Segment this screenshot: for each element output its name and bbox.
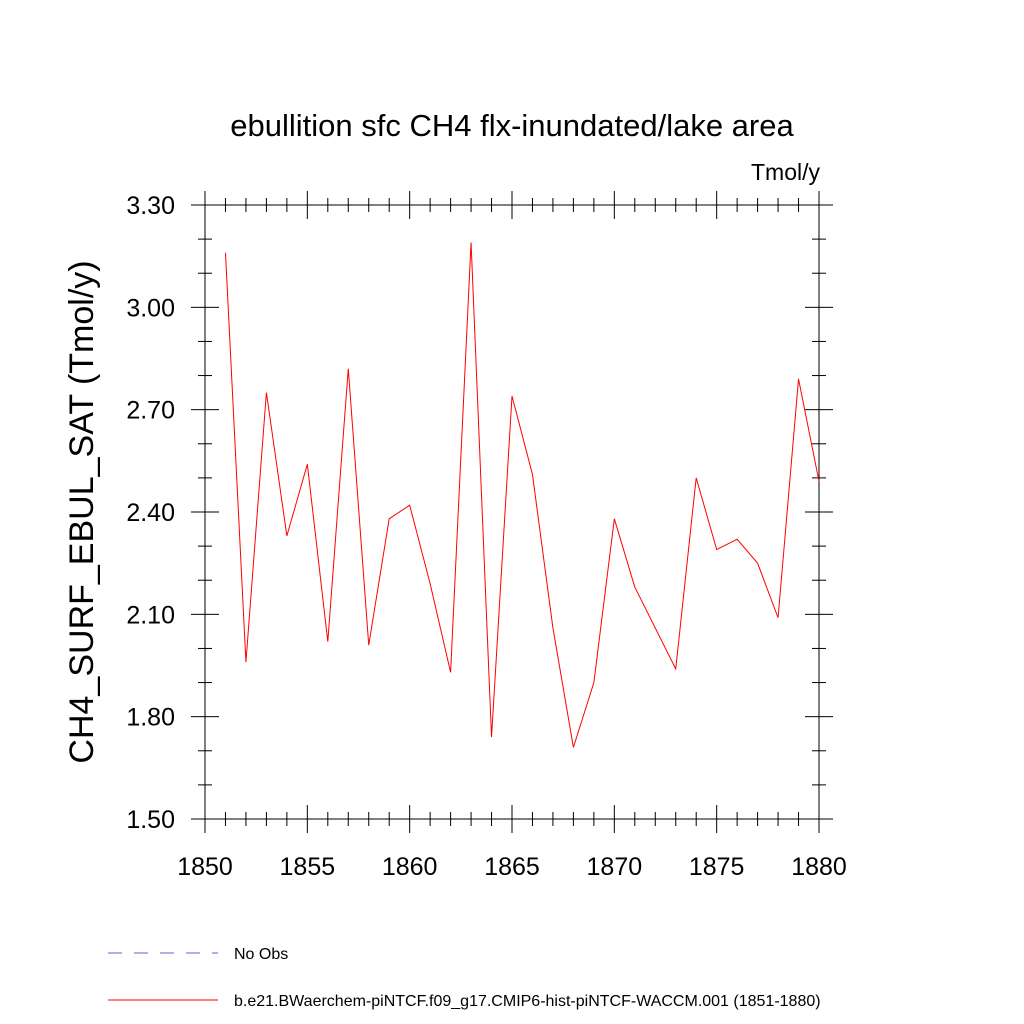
chart-title: ebullition sfc CH4 flx-inundated/lake ar… (230, 108, 794, 143)
y-tick-label: 1.80 (126, 704, 175, 732)
x-tick-label: 1870 (587, 853, 643, 881)
axis-ticks (191, 191, 833, 833)
legend-label: No Obs (234, 946, 288, 963)
plot-frame (204, 204, 820, 820)
legend-label: b.e21.BWaerchem-piNTCF.f09_g17.CMIP6-his… (234, 993, 821, 1010)
x-tick-label: 1860 (382, 853, 438, 881)
x-tick-label: 1850 (177, 853, 233, 881)
x-tick-label: 1875 (689, 853, 745, 881)
series-layer (224, 242, 820, 748)
legend: No Obs b.e21.BWaerchem-piNTCF.f09_g17.CMI… (108, 946, 821, 1010)
y-tick-label: 3.30 (126, 192, 175, 220)
y-tick-label: 2.10 (126, 601, 175, 629)
y-axis-label: CH4_SURF_EBUL_SAT (Tmol/y) (63, 260, 101, 763)
x-tick-label: 1855 (280, 853, 336, 881)
y-tick-label: 1.50 (126, 806, 175, 834)
x-tick-label: 1865 (484, 853, 540, 881)
axis-tick-labels: 1850 1855 1860 1865 1870 1875 1880 1.50 1.80 2.10… (126, 192, 846, 881)
y-tick-label: 3.00 (126, 294, 175, 322)
y-tick-label: 2.70 (126, 397, 175, 425)
chart-units: Tmol/y (751, 159, 821, 185)
series-line (224, 242, 820, 748)
y-tick-label: 2.40 (126, 499, 175, 527)
x-tick-label: 1880 (791, 853, 847, 881)
